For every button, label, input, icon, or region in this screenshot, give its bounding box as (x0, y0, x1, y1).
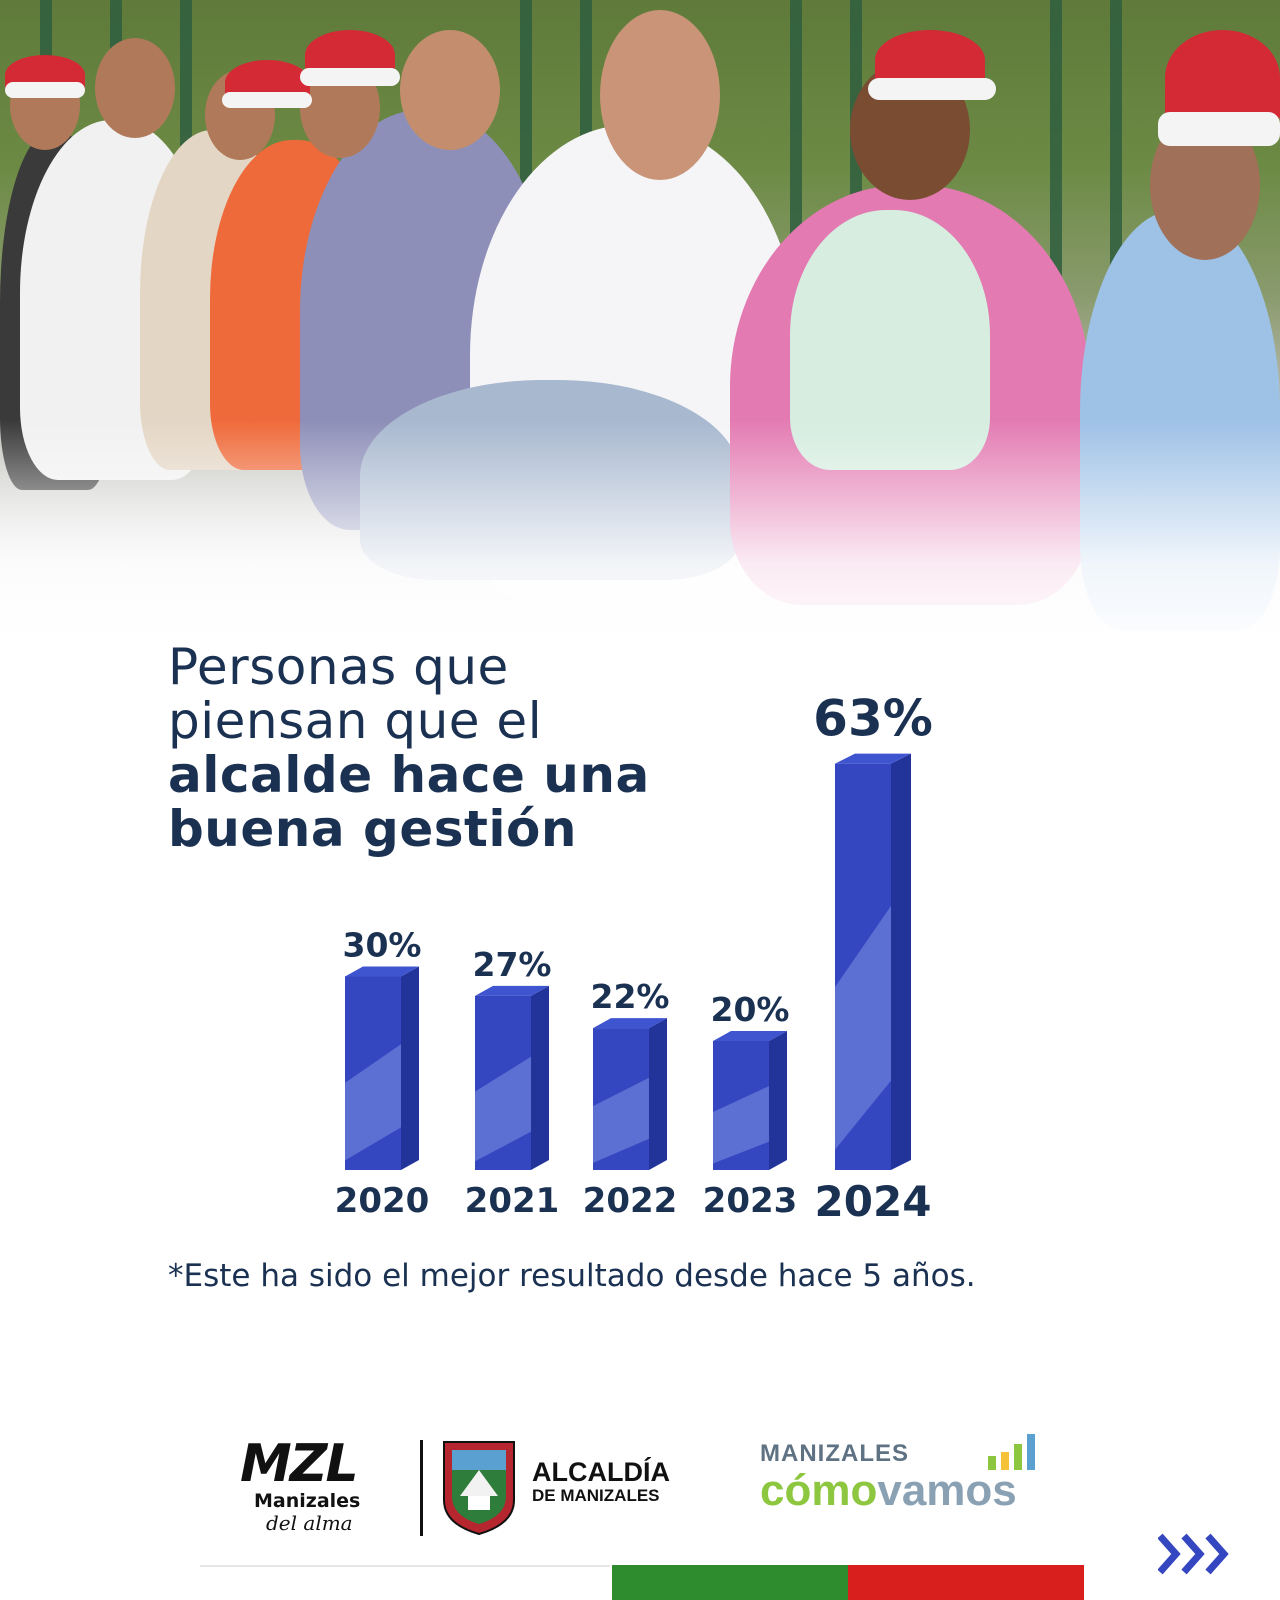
bar-top-2024 (835, 753, 911, 764)
flag-stripe-red (848, 1565, 1084, 1600)
person-head (400, 30, 500, 150)
comovamos-line2: cómovamos (760, 1468, 1017, 1514)
manizales-coat-of-arms-icon (443, 1441, 515, 1536)
santa-hat-band (300, 68, 400, 86)
footer-line (200, 1565, 610, 1567)
footnote: *Este ha sido el mejor resultado desde h… (168, 1258, 976, 1294)
mzl-logo-tagline: del alma (266, 1511, 353, 1535)
alcaldia-logo-text: ALCALDÍA DE MANIZALES (532, 1458, 670, 1506)
alcaldia-line2: DE MANIZALES (532, 1486, 660, 1505)
bar-side-2020 (401, 966, 419, 1170)
mzl-logo-subtitle: Manizales (254, 1490, 361, 1512)
chart-title: Personas que piensan que el alcalde hace… (168, 640, 728, 856)
bar-chart-icon (988, 1434, 1035, 1470)
title-line: Personas que (168, 638, 509, 696)
category-label-2023: 2023 (703, 1181, 798, 1221)
comovamos-como: cómo (760, 1466, 878, 1515)
title-line-bold: buena gestión (168, 800, 577, 858)
santa-hat-band (5, 82, 85, 98)
title-line: piensan que el (168, 692, 543, 750)
bar-top-2021 (475, 985, 549, 996)
value-label-2021: 27% (473, 945, 552, 984)
santa-hat (1165, 30, 1280, 125)
comovamos-vamos: vamos (877, 1466, 1017, 1515)
bar-shine-2021 (475, 1056, 531, 1162)
mzl-logo-text: MZL (240, 1434, 359, 1494)
hero-photo (0, 0, 1280, 660)
bar-shine-2023 (713, 1086, 769, 1164)
mzl-logo: MZL Manizales del alma (240, 1438, 400, 1538)
bar-side-2022 (649, 1018, 667, 1170)
bar-top-2020 (345, 966, 419, 977)
santa-hat-band (1158, 112, 1280, 146)
category-label-2024: 2024 (815, 1177, 932, 1226)
value-label-2022: 22% (591, 977, 670, 1016)
category-label-2022: 2022 (583, 1181, 678, 1221)
value-label-2023: 20% (711, 990, 790, 1029)
santa-hat-band (222, 92, 312, 108)
title-line-bold: alcalde hace una (168, 746, 650, 804)
alcaldia-line1: ALCALDÍA (532, 1457, 670, 1487)
bar-side-2023 (769, 1031, 787, 1170)
category-label-2020: 2020 (335, 1181, 430, 1221)
category-label-2021: 2021 (465, 1181, 560, 1221)
person-head (600, 10, 720, 180)
bar-side-2021 (531, 985, 549, 1170)
manizales-como-vamos-logo: MANIZALES cómovamos (760, 1440, 1017, 1514)
bar-shine-2020 (345, 1044, 401, 1161)
bar-shine-2024 (835, 905, 891, 1150)
comovamos-line1: MANIZALES (760, 1440, 909, 1467)
triple-chevron-right-icon[interactable] (1158, 1532, 1238, 1576)
bar-top-2023 (713, 1031, 787, 1041)
value-label-2020: 30% (343, 926, 422, 965)
bar-side-2024 (891, 753, 911, 1170)
flag-stripe-green (612, 1565, 848, 1600)
bar-shine-2022 (593, 1077, 649, 1163)
bar-top-2022 (593, 1018, 667, 1029)
value-label-2024: 63% (813, 690, 933, 748)
santa-hat-band (868, 78, 996, 100)
logo-divider (420, 1440, 423, 1536)
person-head (95, 38, 175, 138)
photo-fade-overlay (0, 420, 1280, 660)
